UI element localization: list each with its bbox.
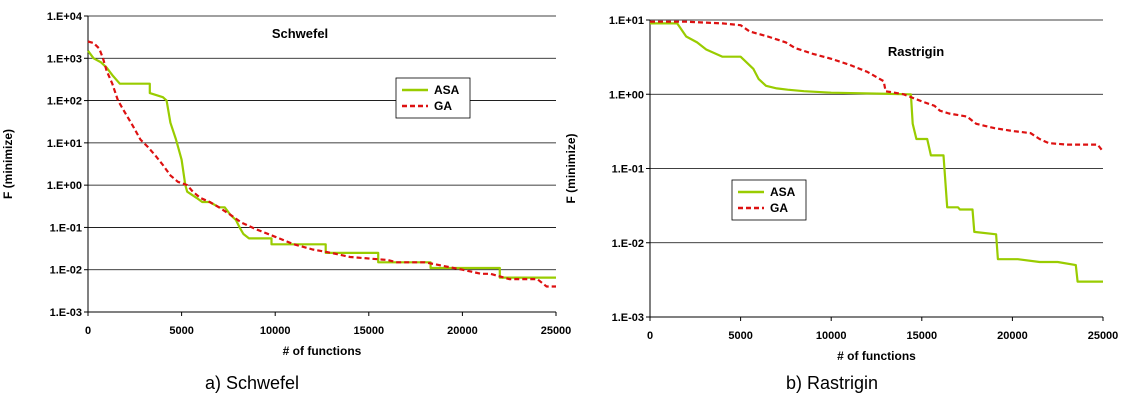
y-tick-label: 1.E+02 xyxy=(47,96,82,108)
x-axis-label: # of functions xyxy=(837,349,916,363)
y-tick-label: 1.E-03 xyxy=(612,312,644,324)
y-tick-label: 1.E+01 xyxy=(609,15,644,27)
x-tick-label: 20000 xyxy=(997,330,1028,342)
chart-rastrigin: 1.E+01 1.E+00 1.E-01 1.E-02 1.E-030 5000 10000… xyxy=(564,15,1118,393)
y-tick-label: 1.E-02 xyxy=(612,238,644,250)
y-tick-label: 1.E+01 xyxy=(47,138,82,150)
x-tick-label: 10000 xyxy=(260,325,291,337)
x-tick-label: 10000 xyxy=(816,330,847,342)
y-axis-label: F (minimize) xyxy=(564,133,578,203)
series-line-asa xyxy=(650,22,1103,283)
x-tick-label: 25000 xyxy=(1088,330,1119,342)
y-axis-label: F (minimize) xyxy=(1,129,15,199)
x-tick-label: 0 xyxy=(647,330,653,342)
legend-label-ga: GA xyxy=(434,99,452,113)
legend: ASA GA xyxy=(731,179,807,221)
series-line-asa xyxy=(87,50,556,279)
x-tick-label: 5000 xyxy=(728,330,752,342)
legend-label-asa: ASA xyxy=(434,83,460,97)
x-tick-label: 25000 xyxy=(541,325,572,337)
y-tick-label: 1.E-02 xyxy=(50,265,82,277)
y-tick-label: 1.E+04 xyxy=(47,11,83,23)
y-tick-label: 1.E+00 xyxy=(47,180,82,192)
chart-title: Schwefel xyxy=(272,26,328,41)
chart-caption: b) Rastrigin xyxy=(786,373,878,393)
legend: ASA GA xyxy=(395,77,471,119)
y-tick-label: 1.E-01 xyxy=(50,222,82,234)
y-tick-label: 1.E+03 xyxy=(47,53,82,65)
x-tick-label: 15000 xyxy=(354,325,385,337)
chart-title: Rastrigin xyxy=(888,44,944,59)
series-line-ga xyxy=(87,40,556,288)
y-tick-label: 1.E+00 xyxy=(609,89,644,101)
series-line-ga xyxy=(650,20,1104,153)
legend-label-asa: ASA xyxy=(770,185,796,199)
legend-label-ga: GA xyxy=(770,201,788,215)
x-tick-label: 15000 xyxy=(907,330,938,342)
chart-caption: a) Schwefel xyxy=(205,373,299,393)
x-axis-label: # of functions xyxy=(283,344,362,358)
x-tick-label: 20000 xyxy=(447,325,478,337)
legend-box xyxy=(731,179,807,221)
y-tick-label: 1.E-03 xyxy=(50,307,82,319)
x-tick-label: 5000 xyxy=(169,325,193,337)
chart-schwefel: 1.E+04 1.E+03 1.E+02 1.E+01 1.E+00 1.E-01 1.E-… xyxy=(1,11,571,393)
legend-box xyxy=(395,77,471,119)
y-tick-label: 1.E-01 xyxy=(612,164,644,176)
x-tick-label: 0 xyxy=(85,325,91,337)
